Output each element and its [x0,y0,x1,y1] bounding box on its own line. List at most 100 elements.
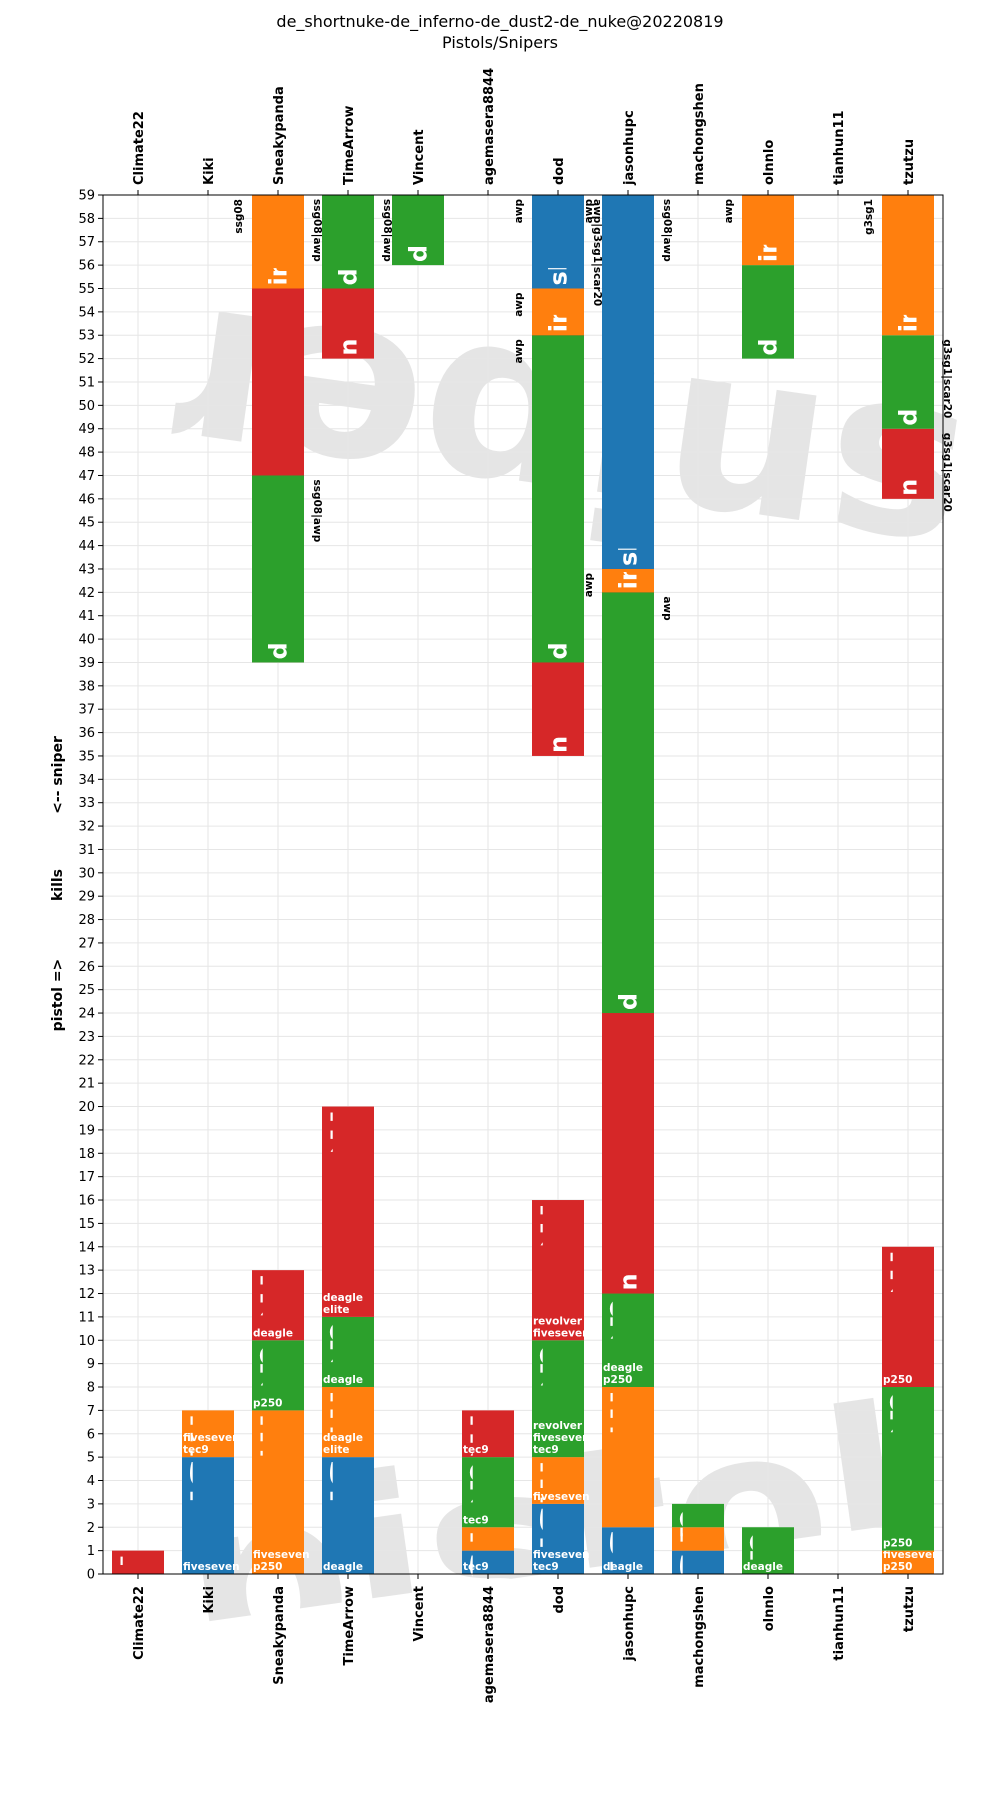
bar-segment [462,1457,514,1528]
y-tick-label: 6 [87,1427,95,1442]
segment-weapon-label: ssg08|awp [311,479,323,542]
segment-weapon-label: ssg08|awp [311,199,323,262]
segment-weapon-label: p250 [253,1397,282,1409]
bar-segment [462,1410,514,1458]
x-tick-label-top: TimeArrow [342,105,357,185]
segment-weapon-label: tec9 [183,1444,209,1456]
y-tick-label: 31 [78,843,95,858]
segment-weapon-label: fiveseven [253,1549,310,1561]
segment-map-label: dust2 [895,349,923,426]
segment-map-label: n [109,1553,165,1587]
bar-segment [532,1503,584,1574]
segment-weapon-label: p250 [883,1561,912,1573]
segment-map-label: short [319,1459,375,1601]
y-tick-label: 23 [78,1030,95,1045]
segment-weapon-label: awp [661,596,673,621]
bar-segment [252,195,304,289]
segment-weapon-label: awp [583,199,595,224]
y-tick-label: 25 [78,983,95,998]
bar-segment [602,195,654,569]
bar-segment [672,1527,724,1551]
bar-segment [882,428,934,499]
bar-segment [322,1457,374,1574]
segment-weapon-label: awp [513,339,525,364]
segment-weapon-label: deagle [603,1561,643,1573]
x-tick-label-bottom: agemasera8844 [482,1586,497,1703]
segment-map-label: in [529,1459,585,1510]
x-tick-label-top: tzutzu [902,139,917,185]
y-tick-label: 39 [78,656,95,671]
x-tick-label-bottom: Kiki [202,1586,217,1614]
y-tick-label: 44 [78,539,95,554]
y-tick-label: 33 [78,796,95,811]
segment-map-label: i [669,1529,725,1545]
segment-map-label: nuke [879,1249,935,1381]
y-tick-label: 47 [78,469,95,484]
segment-map-label: dust2 [545,583,573,660]
x-tick-label-bottom: Vincent [412,1586,427,1642]
segment-weapon-label: deagle [323,1561,363,1573]
segment-map-label: dus [529,1342,585,1439]
segment-weapon-label: tec9 [463,1561,489,1573]
segment-map-label: infern [599,1389,655,1551]
bar-segment [602,1527,654,1574]
bar-segment [252,1410,304,1574]
bar-segment [532,288,584,336]
bar-segment [672,1503,724,1528]
x-tick-label-bottom: jasonhupc [622,1586,637,1662]
y-tick-label: 29 [78,890,95,905]
y-tick-label: 46 [78,492,95,507]
segment-map-label: i [459,1529,515,1545]
bar-segment [252,1270,304,1341]
segment-weapon-label: fiveseven [183,1561,240,1573]
segment-map-label: dust2 [265,583,293,660]
y-tick-label: 3 [87,1497,95,1512]
segment-weapon-label: revolver [533,1315,583,1327]
y-tick-label: 2 [87,1521,95,1536]
y-tick-label: 45 [78,516,95,531]
y-tick-label: 35 [78,749,95,764]
segment-weapon-label: deagle [323,1432,363,1444]
bar-segment [112,1550,164,1574]
bar-segment [882,1550,934,1574]
y-tick-label: 18 [78,1147,95,1162]
y-tick-label: 34 [78,773,95,788]
y-axis-label: <-- sniper [50,736,66,814]
segment-map-label: dust2 [755,279,783,356]
segment-weapon-label: elite [323,1444,349,1456]
y-tick-label: 32 [78,820,95,835]
x-tick-label-top: Kiki [202,157,217,185]
bar-segment [462,1550,514,1574]
bar-segment [462,1527,514,1551]
y-tick-label: 1 [87,1544,95,1559]
y-tick-label: 26 [78,960,95,975]
segment-map-label: du [249,1342,305,1411]
y-tick-label: 54 [78,305,95,320]
segment-weapon-label: awp|g3sg1|scar20 [591,199,603,306]
bar-segment [322,195,374,289]
segment-map-label: nuke [335,290,363,356]
segment-map-label: sho [529,1506,585,1602]
y-tick-label: 59 [78,189,95,204]
segment-weapon-label: awp [513,199,525,224]
segment-weapon-label: awp [513,292,525,317]
segment-map-label: dust2 [615,933,643,1010]
segment-map-label: inferno [249,1412,305,1607]
segment-map-label: short [179,1459,235,1601]
segment-weapon-label: g3sg1 [863,199,875,235]
segment-weapon-label: awp [723,199,735,224]
segment-weapon-label: fiveseven [883,1549,940,1561]
y-tick-label: 40 [78,633,95,648]
bar-segment [882,195,934,336]
segment-map-label: shortnuke [615,429,643,566]
segment-weapon-label: awp [583,572,595,597]
y-tick-label: 49 [78,422,95,437]
segment-weapon-label: tec9 [463,1514,489,1526]
segment-weapon-label: deagle [603,1362,643,1374]
y-tick-label: 56 [78,259,95,274]
y-tick-label: 4 [87,1474,95,1489]
x-tick-label-bottom: olnnlo [762,1586,777,1631]
y-tick-label: 41 [78,609,95,624]
